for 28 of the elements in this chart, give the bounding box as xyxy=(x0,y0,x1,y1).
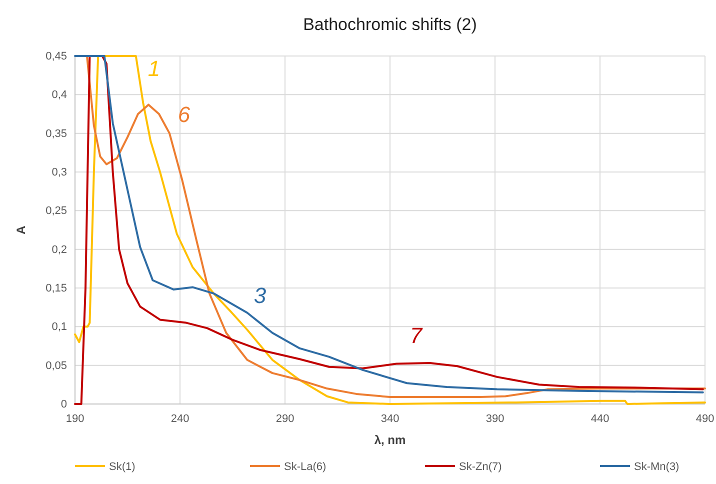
annotation: 6 xyxy=(178,102,191,127)
y-tick-label: 0 xyxy=(60,398,67,411)
x-tick-label: 240 xyxy=(170,412,190,425)
x-tick-label: 340 xyxy=(380,412,400,425)
y-tick-label: 0,05 xyxy=(46,360,67,372)
y-tick-label: 0,35 xyxy=(46,128,67,140)
y-tick-label: 0,2 xyxy=(52,244,67,256)
annotation: 7 xyxy=(410,323,423,348)
y-tick-label: 0,4 xyxy=(52,89,67,102)
x-tick-label: 190 xyxy=(66,412,84,425)
annotation: 3 xyxy=(254,283,267,308)
y-tick-label: 0,3 xyxy=(52,166,67,179)
legend-label: Sk(1) xyxy=(109,461,136,473)
legend-label: Sk-Zn(7) xyxy=(459,461,502,473)
x-tick-label: 490 xyxy=(696,412,714,425)
y-axis-title: A xyxy=(14,225,28,234)
legend-label: Sk-Mn(3) xyxy=(634,461,680,473)
legend-label: Sk-La(6) xyxy=(284,461,326,473)
annotation: 1 xyxy=(148,56,160,81)
y-tick-label: 0,25 xyxy=(46,205,67,218)
x-tick-label: 440 xyxy=(590,412,610,425)
x-tick-label: 290 xyxy=(276,412,294,425)
x-tick-label: 390 xyxy=(486,412,504,425)
y-tick-label: 0,45 xyxy=(46,50,67,63)
chart-title: Bathochromic shifts (2) xyxy=(303,15,477,34)
y-tick-label: 0,1 xyxy=(52,321,67,334)
y-tick-label: 0,15 xyxy=(46,282,67,295)
x-axis-title: λ, nm xyxy=(374,433,406,447)
